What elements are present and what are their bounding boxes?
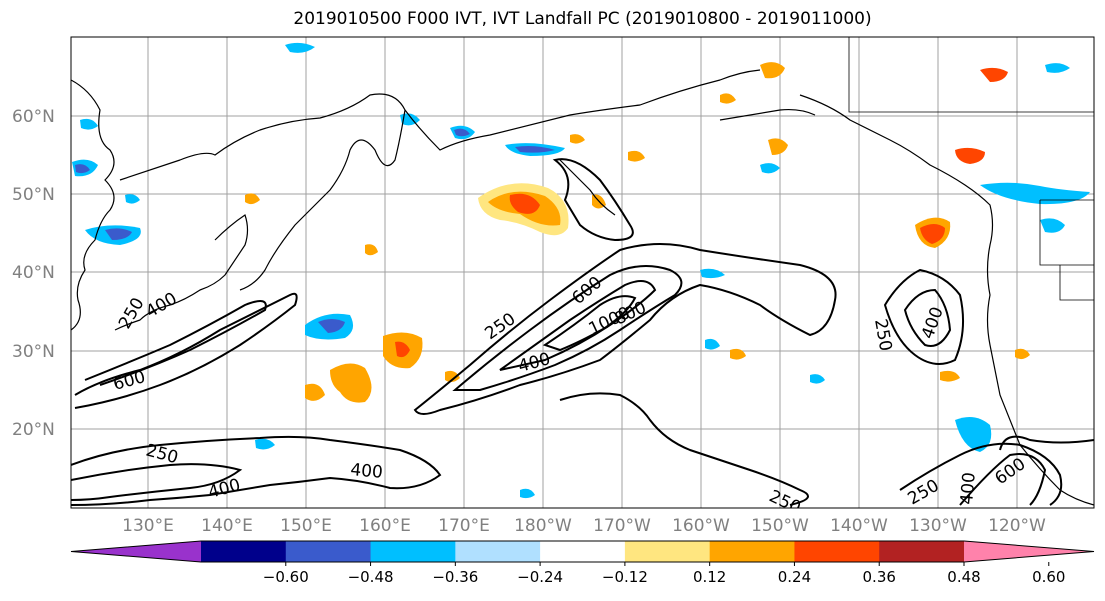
- colorbar-segment: [285, 541, 372, 562]
- lat-label: 20°N: [12, 420, 55, 440]
- lat-label: 60°N: [12, 107, 55, 127]
- map-frame: [70, 36, 1095, 509]
- ivt-contours: [71, 158, 1094, 506]
- lon-label: 120°W: [988, 516, 1046, 536]
- lat-label: 40°N: [12, 263, 55, 283]
- colorbar-segment: [964, 541, 1094, 562]
- lon-label: 140°W: [830, 516, 888, 536]
- lon-label: 150°W: [751, 516, 809, 536]
- colorbar-tick-label: 0.36: [863, 568, 896, 586]
- lon-label: 150°E: [280, 516, 332, 536]
- colorbar-tick-label: −0.60: [263, 568, 309, 586]
- colorbar-tick-label: −0.48: [348, 568, 394, 586]
- colorbar-tick-label: 0.12: [693, 568, 726, 586]
- negative-anomaly-regions: [72, 42, 1090, 499]
- lon-label: 170°W: [593, 516, 651, 536]
- colorbar-tick-label: −0.24: [517, 568, 563, 586]
- lon-label: 160°W: [672, 516, 730, 536]
- positive-anomaly-regions: [245, 62, 1030, 403]
- colorbar-tick-label: −0.12: [602, 568, 648, 586]
- colorbar-segment: [540, 541, 626, 562]
- colorbar-tick-label: 0.60: [1032, 568, 1065, 586]
- colorbar: −0.60 −0.48 −0.36 −0.24 −0.12 0.12 0.24 0.36 0.4…: [70, 540, 1095, 586]
- colorbar-tick-label: 0.48: [947, 568, 980, 586]
- lon-label: 170°E: [438, 516, 490, 536]
- colorbar-tick-label: 0.24: [778, 568, 811, 586]
- borders: [848, 37, 1094, 301]
- colorbar-outline: [70, 540, 1095, 563]
- lon-label: 130°W: [909, 516, 967, 536]
- lon-label: 140°E: [201, 516, 253, 536]
- lon-label: 130°E: [122, 516, 174, 536]
- lon-label: 160°E: [359, 516, 411, 536]
- colorbar-segment: [794, 541, 880, 562]
- lon-label: 180°W: [514, 516, 572, 536]
- colorbar-segment: [455, 541, 541, 562]
- longitude-labels: 130°E 140°E 150°E 160°E 170°E 180°W 170°…: [122, 516, 1046, 536]
- latitude-labels: 60°N 50°N 40°N 30°N 20°N: [12, 107, 55, 440]
- colorbar-segment: [370, 541, 456, 562]
- colorbar-segment: [624, 541, 711, 562]
- colorbar-segment: [201, 541, 287, 562]
- contour-label: 400: [350, 460, 384, 483]
- colorbar-segment: [709, 541, 795, 562]
- colorbar-segment: [71, 541, 201, 562]
- lat-label: 30°N: [12, 342, 55, 362]
- colorbar-segment: [879, 541, 965, 562]
- colorbar-tick-label: −0.36: [432, 568, 478, 586]
- contour-label: 400: [957, 471, 980, 505]
- map-title: 2019010500 F000 IVT, IVT Landfall PC (20…: [293, 9, 872, 29]
- lat-label: 50°N: [12, 185, 55, 205]
